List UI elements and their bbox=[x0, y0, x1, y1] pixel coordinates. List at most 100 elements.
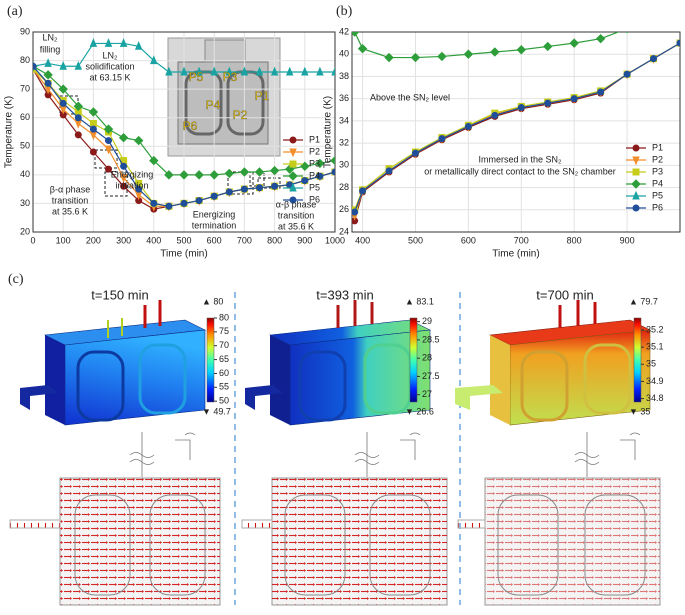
marker bbox=[150, 55, 158, 65]
marker bbox=[570, 95, 578, 103]
marker bbox=[411, 149, 419, 157]
marker bbox=[195, 66, 203, 76]
min-label: ▼ 35 bbox=[629, 406, 650, 416]
y-tick-label: 26 bbox=[339, 204, 349, 214]
x-tick-label: 900 bbox=[620, 235, 635, 245]
annotation: Energizing bbox=[193, 209, 236, 219]
marker bbox=[105, 165, 112, 173]
x-tick-label: 300 bbox=[116, 235, 131, 245]
marker bbox=[89, 38, 98, 47]
marker bbox=[165, 202, 173, 210]
marker bbox=[33, 62, 37, 70]
y-tick-label: 40 bbox=[20, 169, 30, 179]
marker bbox=[104, 145, 113, 155]
flow-fields bbox=[9, 477, 661, 606]
marker bbox=[43, 70, 53, 80]
colorbar-tick-label: 75 bbox=[219, 326, 229, 336]
marker bbox=[315, 158, 325, 169]
marker bbox=[59, 61, 67, 70]
marker bbox=[632, 156, 640, 166]
marker bbox=[316, 172, 324, 180]
y-tick-label: 36 bbox=[339, 93, 349, 103]
annotation: Above the SN₂ level bbox=[370, 92, 450, 102]
marker bbox=[359, 187, 367, 195]
marker bbox=[490, 47, 500, 57]
marker bbox=[104, 38, 113, 47]
annotation: filling bbox=[40, 44, 61, 54]
legend-label: P5 bbox=[309, 182, 320, 192]
x-tick-label: 900 bbox=[297, 235, 312, 245]
marker bbox=[74, 119, 83, 129]
marker bbox=[239, 167, 250, 177]
legend-swatch-bg bbox=[281, 182, 282, 183]
x-tick-label: 500 bbox=[408, 235, 423, 245]
marker bbox=[289, 136, 297, 144]
x-axis-label: Time (min) bbox=[492, 249, 539, 260]
render-393 bbox=[245, 300, 432, 426]
colormap-title: t=700 min bbox=[536, 287, 593, 302]
marker bbox=[135, 185, 143, 193]
annotation: solidification bbox=[85, 61, 134, 71]
marker bbox=[225, 66, 234, 76]
annotation: Energizing bbox=[111, 169, 154, 179]
marker bbox=[240, 66, 249, 76]
colorbar-tick-label: 28.5 bbox=[422, 334, 440, 344]
plot-area bbox=[33, 38, 335, 213]
marker bbox=[650, 11, 658, 19]
marker bbox=[289, 148, 297, 158]
inset-photo bbox=[167, 37, 281, 157]
marker bbox=[352, 208, 359, 216]
marker bbox=[180, 66, 188, 76]
legend-swatch-bg bbox=[624, 166, 625, 167]
marker bbox=[352, 32, 360, 37]
max-label: ▲ 79.7 bbox=[629, 296, 658, 306]
marker bbox=[256, 184, 263, 192]
colorbar-tick-label: 28 bbox=[422, 353, 432, 363]
series-line bbox=[354, 42, 680, 216]
y-tick-label: 30 bbox=[339, 160, 349, 170]
marker bbox=[632, 190, 640, 200]
marker bbox=[597, 88, 605, 96]
marker bbox=[632, 168, 640, 176]
marker bbox=[74, 131, 82, 139]
marker bbox=[289, 182, 297, 192]
inset-label: P1 bbox=[255, 89, 270, 103]
legend-label: P1 bbox=[652, 142, 663, 152]
inset-label: P5 bbox=[189, 70, 204, 84]
y-axis-label: Temperature (K) bbox=[4, 96, 15, 168]
panel-label: (b) bbox=[336, 4, 353, 19]
x-tick-label: 600 bbox=[461, 235, 476, 245]
marker bbox=[255, 66, 264, 76]
annotation: α-β phase bbox=[276, 199, 316, 209]
colorbar-tick-label: 65 bbox=[219, 354, 229, 364]
y-tick-label: 30 bbox=[20, 198, 30, 208]
marker bbox=[288, 171, 298, 181]
annotation: LN₂ bbox=[103, 50, 119, 60]
marker bbox=[437, 51, 447, 62]
marker bbox=[133, 135, 144, 146]
x-tick-label: 500 bbox=[176, 235, 191, 245]
x-tick-label: 700 bbox=[237, 235, 252, 245]
marker bbox=[164, 170, 174, 180]
marker bbox=[676, 0, 684, 3]
colorbar bbox=[633, 317, 642, 403]
legend-swatch-bg bbox=[281, 194, 282, 195]
min-label: ▼ 49.7 bbox=[202, 406, 231, 416]
legend-label: P4 bbox=[652, 178, 663, 188]
marker bbox=[118, 133, 129, 143]
marker bbox=[225, 188, 233, 196]
render-150 bbox=[20, 300, 207, 426]
marker bbox=[650, 55, 658, 63]
colorbar-tick-label: 55 bbox=[219, 382, 229, 392]
y-tick-label: 32 bbox=[339, 137, 349, 147]
annotation: at 63.15 K bbox=[89, 72, 130, 82]
legend-swatch-bg bbox=[624, 154, 625, 155]
x-tick-label: 0 bbox=[30, 235, 35, 245]
plot-frame bbox=[32, 31, 336, 233]
max-label: ▲ 83.1 bbox=[405, 296, 434, 306]
marker bbox=[58, 84, 68, 94]
x-tick-label: 700 bbox=[514, 235, 529, 245]
marker bbox=[119, 174, 128, 183]
annotation: initiation bbox=[115, 180, 148, 190]
